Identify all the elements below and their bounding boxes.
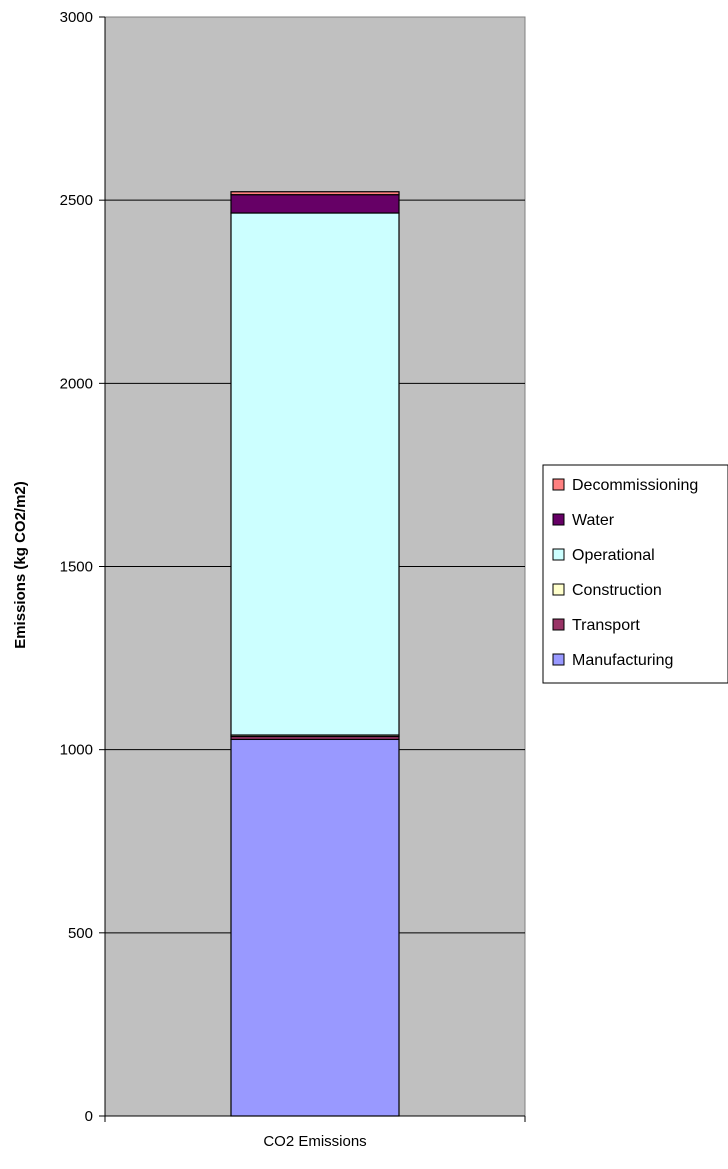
bar-segment-manufacturing xyxy=(230,738,400,1117)
y-tick-label: 2500 xyxy=(60,192,93,209)
y-axis-ticks: 0 500 1000 1500 2000 2500 3000 xyxy=(60,9,105,1125)
legend-label: Water xyxy=(572,512,615,529)
legend-swatch xyxy=(552,583,565,596)
legend-swatch xyxy=(552,478,565,491)
x-tick-label: CO2 Emissions xyxy=(263,1133,366,1150)
y-tick-label: 1500 xyxy=(60,559,93,576)
legend-label: Operational xyxy=(572,547,655,564)
legend-label: Transport xyxy=(572,617,640,634)
bar-stack xyxy=(230,191,400,1117)
y-axis-title: Emissions (kg CO2/m2) xyxy=(12,481,29,649)
y-tick-label: 1000 xyxy=(60,742,93,759)
legend: Decommissioning Water Operational Construct… xyxy=(542,464,728,684)
legend-swatch xyxy=(552,513,565,526)
legend-swatch xyxy=(552,653,565,666)
legend-swatch xyxy=(552,548,565,561)
legend-label: Decommissioning xyxy=(572,477,698,494)
legend-swatch xyxy=(552,618,565,631)
y-tick-label: 3000 xyxy=(60,9,93,26)
legend-label: Manufacturing xyxy=(572,652,673,669)
bar-segment-decommissioning xyxy=(230,191,400,196)
y-tick-label: 500 xyxy=(68,925,93,942)
bar-segment-operational xyxy=(230,212,400,736)
bar-segment-water xyxy=(230,194,400,214)
y-tick-label: 2000 xyxy=(60,375,93,392)
x-axis-ticks: CO2 Emissions xyxy=(104,1116,526,1150)
legend-box xyxy=(542,464,728,684)
legend-label: Construction xyxy=(572,582,662,599)
y-tick-label: 0 xyxy=(85,1108,93,1125)
